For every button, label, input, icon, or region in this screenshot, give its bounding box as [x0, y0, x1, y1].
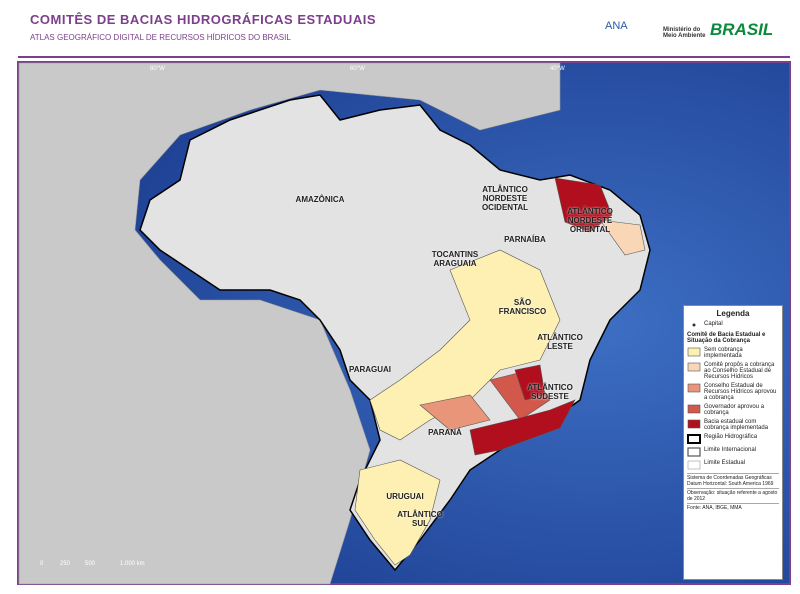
legend-item: Governador aprovou a cobrança — [687, 404, 779, 416]
basin — [514, 364, 546, 401]
legend-subtitle: Comitê de Bacia Estadual e Situação da C… — [687, 332, 766, 344]
basin — [419, 394, 491, 431]
legend-note: Fonte: ANA, IBGE, MMA — [687, 503, 779, 511]
region-label: PARANÁ — [428, 428, 462, 437]
legend-swatch — [687, 419, 701, 429]
brasil-logo: BRASIL — [710, 20, 774, 39]
legend-swatch — [687, 383, 701, 393]
longitude-label: 80°W — [150, 66, 165, 72]
header-rule — [18, 56, 790, 58]
legend-note: Observação: situação referente a agosto … — [687, 488, 779, 502]
boundary-swatch — [687, 434, 701, 444]
scale-label: 500 — [85, 561, 96, 567]
region-label: ATLÂNTICO SUL — [397, 510, 443, 528]
scale-label: 0 — [40, 561, 44, 567]
legend-item: Bacia estadual com cobrança implementada — [687, 419, 779, 431]
legend-label: Governador aprovou a cobrança — [704, 404, 765, 416]
region-label: PARNAÍBA — [504, 235, 546, 244]
legend-label: Limite Estadual — [704, 460, 746, 466]
scale-label: 250 — [60, 561, 71, 567]
boundary-swatch — [687, 460, 701, 470]
legend-label: Limite Internacional — [704, 447, 757, 453]
legend-label: Comitê propôs a cobrança ao Conselho Est… — [704, 362, 775, 380]
legend-label: Sem cobrança implementada — [704, 347, 743, 359]
region-label: ATLÂNTICO LESTE — [537, 333, 583, 351]
brazil — [139, 94, 651, 572]
legend-item: Sem cobrança implementada — [687, 347, 779, 359]
region-label: ATLÂNTICO NORDESTE OCIDENTAL — [481, 185, 529, 212]
capital-icon — [692, 323, 696, 327]
legend-title: Legenda — [716, 309, 750, 318]
basin — [354, 459, 441, 566]
legend-label: Conselho Estadual de Recursos Hídricos a… — [704, 383, 777, 401]
ministry-logo: Ministério do Meio Ambiente — [663, 27, 706, 39]
basin — [469, 399, 576, 456]
longitude-label: 40°W — [550, 66, 565, 72]
ana-logo: ANA — [605, 20, 628, 32]
region-label: ATLÂNTICO SUDESTE — [527, 383, 573, 401]
subtitle: ATLAS GEOGRÁFICO DIGITAL DE RECURSOS HÍD… — [30, 33, 291, 42]
legend-note: Sistema de Coordenadas Geográficas Datum… — [687, 473, 779, 487]
region-label: TOCANTINS ARAGUAIA — [431, 250, 479, 268]
region-label: AMAZÔNICA — [295, 195, 345, 204]
legend-swatch — [687, 362, 701, 372]
boundary-swatch — [687, 447, 701, 457]
region-label: SÃO FRANCISCO — [498, 298, 547, 316]
legend-label: Região Hidrográfica — [704, 434, 758, 440]
legend-swatch — [687, 404, 701, 414]
basin — [554, 177, 613, 233]
legend-swatch — [687, 347, 701, 357]
legend: Legenda Capital Comitê de Bacia Estadual… — [683, 305, 783, 580]
longitude-label: 60°W — [350, 66, 365, 72]
basin — [369, 249, 561, 441]
title: COMITÊS DE BACIAS HIDROGRÁFICAS ESTADUAI… — [30, 12, 376, 27]
region-label: PARAGUAI — [348, 365, 392, 374]
region-label: ATLÂNTICO NORDESTE ORIENTAL — [567, 207, 613, 234]
region-label: URUGUAI — [386, 492, 424, 501]
legend-label: Bacia estadual com cobrança implementada — [704, 419, 769, 431]
scale-label: 1.000 km — [120, 561, 145, 567]
legend-item: Comitê propôs a cobrança ao Conselho Est… — [687, 362, 779, 380]
basin — [599, 219, 646, 256]
legend-item: Conselho Estadual de Recursos Hídricos a… — [687, 383, 779, 401]
legend-label: Capital — [704, 321, 723, 327]
